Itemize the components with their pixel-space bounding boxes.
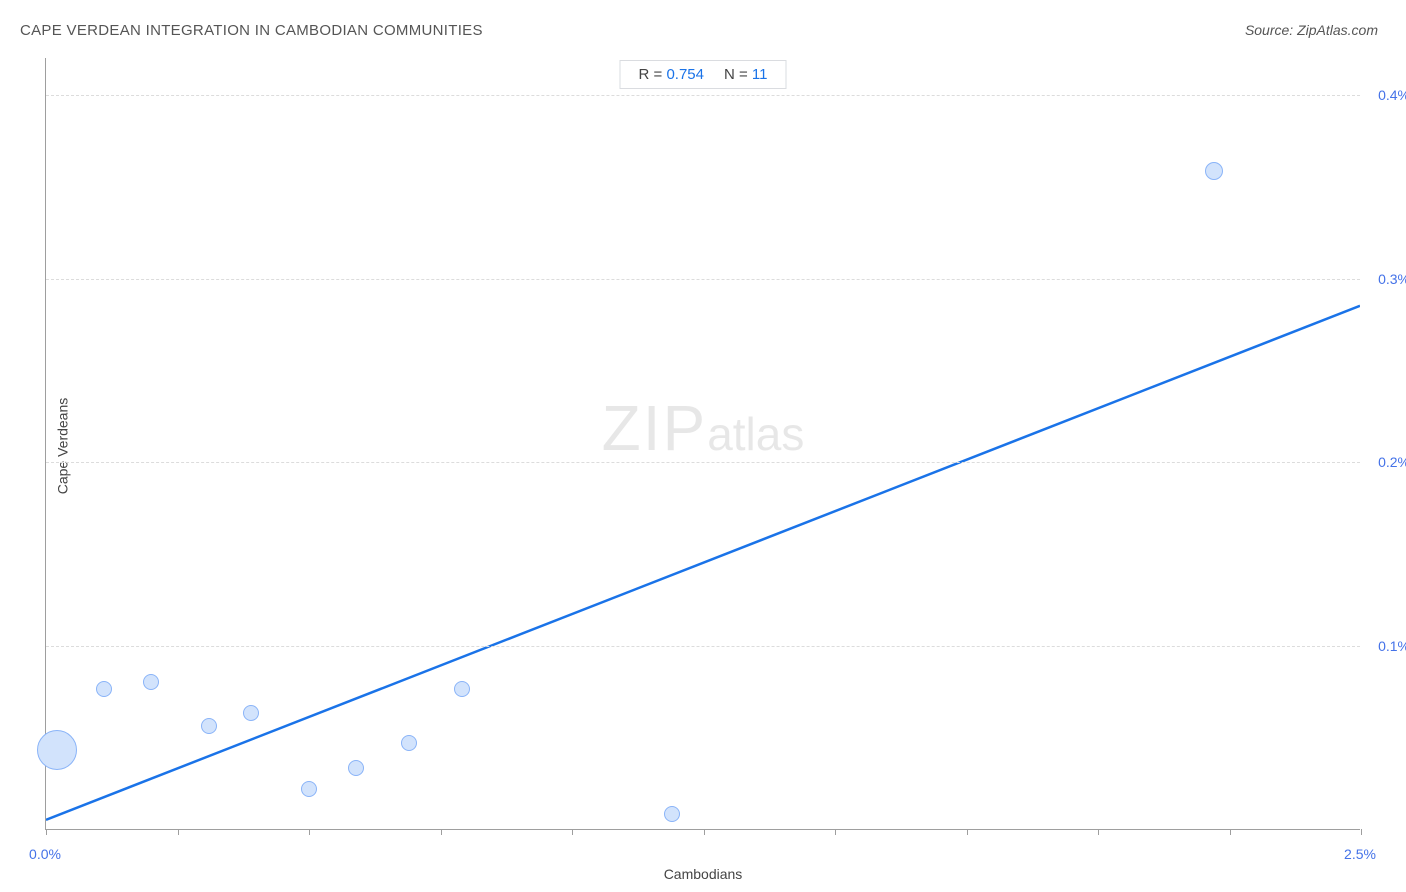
data-point[interactable] <box>664 806 680 822</box>
x-tick <box>441 829 442 835</box>
gridline <box>46 646 1360 647</box>
y-tick-label: 0.3% <box>1366 271 1406 287</box>
data-point[interactable] <box>1205 162 1223 180</box>
x-tick <box>704 829 705 835</box>
chart-title: CAPE VERDEAN INTEGRATION IN CAMBODIAN CO… <box>20 22 483 39</box>
data-point[interactable] <box>348 760 364 776</box>
watermark: ZIPatlas <box>602 391 805 465</box>
x-tick <box>178 829 179 835</box>
x-tick <box>835 829 836 835</box>
data-point[interactable] <box>201 718 217 734</box>
plot-area: ZIPatlas 0.1%0.2%0.3%0.4% <box>45 58 1360 830</box>
gridline <box>46 462 1360 463</box>
gridline <box>46 279 1360 280</box>
data-point[interactable] <box>243 705 259 721</box>
x-tick <box>1098 829 1099 835</box>
watermark-zip: ZIP <box>602 392 708 464</box>
data-point[interactable] <box>454 681 470 697</box>
x-tick <box>967 829 968 835</box>
watermark-atlas: atlas <box>707 408 804 460</box>
x-tick-label: 0.0% <box>29 846 61 862</box>
y-tick-label: 0.2% <box>1366 454 1406 470</box>
x-tick <box>1361 829 1362 835</box>
data-point[interactable] <box>37 730 77 770</box>
x-tick-label: 2.5% <box>1344 846 1376 862</box>
data-point[interactable] <box>401 735 417 751</box>
gridline <box>46 95 1360 96</box>
data-point[interactable] <box>96 681 112 697</box>
x-tick <box>309 829 310 835</box>
trend-line <box>46 306 1360 820</box>
x-tick <box>1230 829 1231 835</box>
x-axis-label: Cambodians <box>664 866 743 882</box>
x-tick <box>46 829 47 835</box>
y-tick-label: 0.1% <box>1366 638 1406 654</box>
data-point[interactable] <box>301 781 317 797</box>
y-tick-label: 0.4% <box>1366 87 1406 103</box>
source-attribution: Source: ZipAtlas.com <box>1245 22 1378 38</box>
data-point[interactable] <box>143 674 159 690</box>
x-tick <box>572 829 573 835</box>
